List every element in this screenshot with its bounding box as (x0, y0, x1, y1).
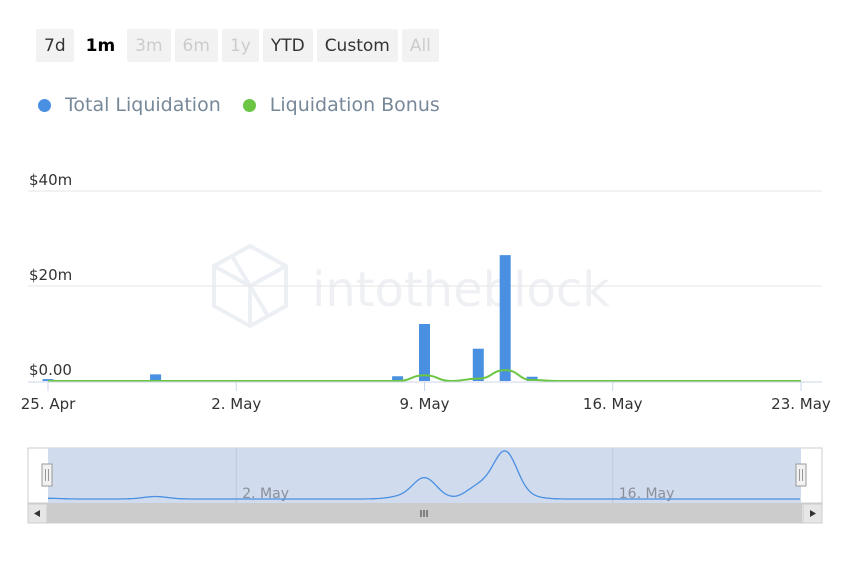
range-button-6m: 6m (174, 29, 218, 62)
range-selector: 7d 1m 3m 6m 1y YTD Custom All (36, 29, 439, 62)
y-axis: $0.00 $20m $40m (29, 171, 72, 379)
bar-total-liquidation[interactable] (526, 376, 538, 381)
y-tick-label: $20m (29, 266, 72, 284)
legend-label: Liquidation Bonus (269, 94, 440, 116)
range-button-7d[interactable]: 7d (36, 29, 74, 62)
range-button-custom[interactable]: Custom (316, 29, 398, 62)
x-tick-label: 25. Apr (21, 395, 76, 413)
scrollbar-right-arrow[interactable] (802, 503, 823, 524)
x-tick-label: 2. May (211, 395, 261, 413)
navigator-selected-range[interactable] (48, 448, 801, 503)
chevron-right-icon (810, 510, 816, 517)
bar-total-liquidation[interactable] (499, 255, 511, 381)
bar-total-liquidation[interactable] (150, 374, 162, 381)
navigator-tick-label: 2. May (242, 486, 289, 502)
watermark: intotheblock (212, 243, 610, 329)
x-tick-label: 23. May (771, 395, 831, 413)
legend-marker (242, 98, 256, 112)
scrollbar-grip-icon (420, 510, 428, 517)
x-axis: 25. Apr 2. May 9. May 16. May 23. May (21, 381, 831, 413)
legend-label: Total Liquidation (65, 94, 221, 116)
range-button-1y: 1y (221, 29, 259, 62)
line-liquidation-bonus[interactable] (48, 369, 801, 383)
legend: Total Liquidation Liquidation Bonus (38, 94, 440, 116)
x-tick-label: 16. May (583, 395, 643, 413)
scrollbar-left-arrow[interactable] (27, 503, 48, 524)
bar-total-liquidation[interactable] (472, 348, 484, 381)
legend-item-liquidation-bonus[interactable]: Liquidation Bonus (242, 94, 440, 116)
bar-total-liquidation[interactable] (392, 376, 404, 381)
range-button-1m[interactable]: 1m (77, 29, 124, 62)
range-button-all: All (401, 29, 439, 62)
navigator-handle-left[interactable] (41, 463, 53, 487)
range-button-ytd[interactable]: YTD (262, 29, 313, 62)
grid-lines (28, 190, 822, 287)
scrollbar (27, 503, 823, 524)
navigator: 2. May 16. May (27, 447, 823, 504)
x-tick-label: 9. May (399, 395, 449, 413)
legend-marker (38, 98, 51, 112)
bar-total-liquidation[interactable] (419, 324, 430, 381)
navigator-tick-label: 16. May (619, 486, 675, 502)
y-tick-label: $0.00 (29, 361, 72, 379)
y-tick-label: $40m (29, 171, 72, 189)
navigator-series-line (48, 450, 800, 500)
range-button-3m: 3m (127, 29, 171, 62)
chevron-left-icon (34, 510, 40, 517)
navigator-handle-right[interactable] (795, 463, 807, 487)
watermark-text: intotheblock (312, 262, 610, 318)
legend-item-total-liquidation[interactable]: Total Liquidation (38, 94, 221, 116)
line-series-liquidation-bonus (48, 369, 801, 383)
